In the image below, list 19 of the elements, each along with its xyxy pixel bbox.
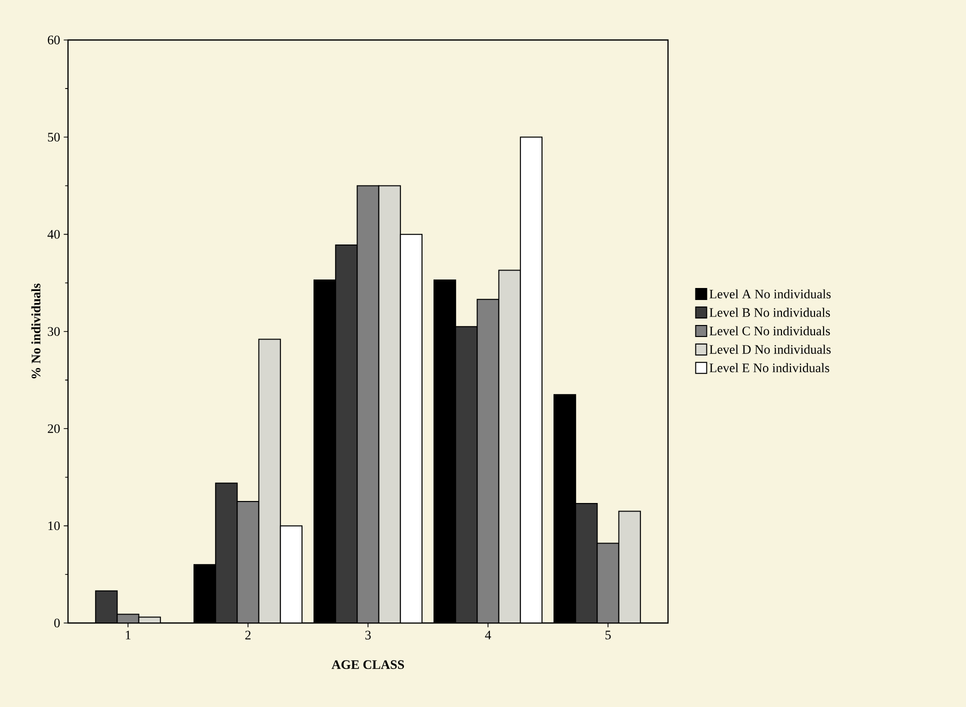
legend-label: Level B No individuals bbox=[710, 308, 830, 317]
legend-label: Level C No individuals bbox=[710, 326, 830, 336]
y-tick-label: 10 bbox=[48, 521, 60, 530]
x-axis-title: AGE CLASS bbox=[332, 660, 404, 669]
x-tick-label: 2 bbox=[245, 630, 251, 640]
y-tick-label: 30 bbox=[48, 327, 60, 336]
y-axis-title: % No individuals bbox=[31, 284, 40, 378]
y-tick-label: 0 bbox=[54, 618, 60, 628]
x-tick-label: 4 bbox=[485, 630, 492, 640]
y-tick-label: 20 bbox=[48, 424, 60, 434]
x-tick-label: 3 bbox=[365, 630, 371, 640]
y-tick-label: 50 bbox=[48, 132, 60, 142]
legend-label: Level D No individuals bbox=[710, 344, 831, 354]
legend-label: Level A No individuals bbox=[710, 289, 831, 298]
x-tick-label: 1 bbox=[126, 630, 130, 640]
x-tick-label: 5 bbox=[606, 630, 611, 640]
y-tick-label: 60 bbox=[48, 36, 60, 44]
y-tick-label: 40 bbox=[48, 230, 60, 239]
legend-label: Level E No individuals bbox=[710, 363, 830, 372]
